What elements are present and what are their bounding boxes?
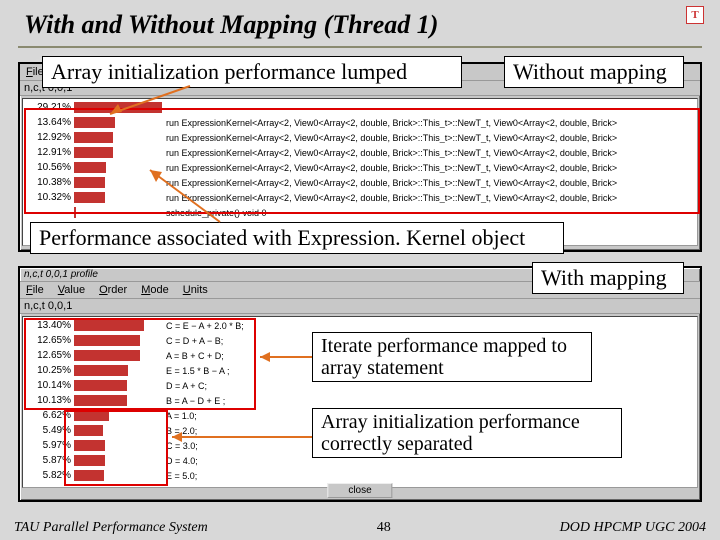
menu-item-mode[interactable]: Mode	[141, 284, 169, 296]
bar-cell	[74, 132, 164, 143]
callout-iterate: Iterate performance mapped to array stat…	[312, 332, 592, 382]
bar-icon	[74, 350, 140, 361]
pct-cell: 10.25%	[24, 365, 74, 376]
bar-icon	[74, 192, 105, 203]
bar-cell	[74, 410, 164, 421]
callout-perf-assoc: Performance associated with Expression. …	[30, 222, 564, 254]
table-row: 10.32% run ExpressionKernel<Array<2, View…	[24, 190, 696, 205]
bar-icon	[74, 335, 140, 346]
pct-cell: 5.49%	[24, 425, 74, 436]
bar-cell	[74, 192, 164, 203]
table-row: schedule_private() void 0	[24, 205, 696, 220]
bar-icon	[74, 440, 105, 451]
bar-cell	[74, 440, 164, 451]
bar-cell	[74, 177, 164, 188]
bar-icon	[74, 117, 115, 128]
bar-icon	[74, 102, 162, 113]
bar-cell	[74, 350, 164, 361]
bar-icon	[74, 132, 113, 143]
row-label: run ExpressionKernel<Array<2, View0<Arra…	[164, 118, 696, 128]
menu-item-file[interactable]: File	[26, 284, 44, 296]
bar-icon	[74, 320, 144, 331]
bar-cell	[74, 470, 164, 481]
menu-item-order[interactable]: Order	[99, 284, 127, 296]
footer-left: TAU Parallel Performance System	[14, 520, 208, 536]
bar-icon	[74, 207, 76, 218]
table-row: 10.13% B = A − D + E ;	[24, 393, 696, 408]
close-button[interactable]: close	[327, 483, 392, 498]
pct-cell: 6.62%	[24, 410, 74, 421]
menu-item-units[interactable]: Units	[183, 284, 208, 296]
table-row: 5.82% E = 5.0;	[24, 468, 696, 483]
bar-icon	[74, 162, 106, 173]
bar-cell	[74, 162, 164, 173]
bar-cell	[74, 395, 164, 406]
pct-cell: 10.38%	[24, 177, 74, 188]
bar-icon	[74, 380, 127, 391]
pct-cell: 13.64%	[24, 117, 74, 128]
table-row: 13.40% C = E − A + 2.0 * B;	[24, 318, 696, 333]
pct-cell: 10.13%	[24, 395, 74, 406]
bar-cell	[74, 147, 164, 158]
row-label: run ExpressionKernel<Array<2, View0<Arra…	[164, 193, 696, 203]
footer-page: 48	[377, 520, 391, 536]
pct-cell: 5.82%	[24, 470, 74, 481]
pct-cell: 5.97%	[24, 440, 74, 451]
pct-cell: 29.21%	[24, 102, 74, 113]
pct-cell: 5.87%	[24, 455, 74, 466]
footer: TAU Parallel Performance System 48 DOD H…	[0, 520, 720, 536]
row-label: D = A + C;	[164, 381, 696, 391]
pct-cell: 10.56%	[24, 162, 74, 173]
callout-with-mapping: With mapping	[532, 262, 684, 294]
menu-item-value[interactable]: Value	[58, 284, 85, 296]
table-row: 13.64% run ExpressionKernel<Array<2, View…	[24, 115, 696, 130]
table-row: 12.92% run ExpressionKernel<Array<2, View…	[24, 130, 696, 145]
slide-title: With and Without Mapping (Thread 1)	[0, 0, 720, 46]
pct-cell: 10.32%	[24, 192, 74, 203]
pct-cell: 12.91%	[24, 147, 74, 158]
row-label: run ExpressionKernel<Array<2, View0<Arra…	[164, 148, 696, 158]
row-label: run ExpressionKernel<Array<2, View0<Arra…	[164, 133, 696, 143]
row-label: run ExpressionKernel<Array<2, View0<Arra…	[164, 178, 696, 188]
table-row: 12.91% run ExpressionKernel<Array<2, View…	[24, 145, 696, 160]
bar-icon	[74, 177, 105, 188]
pct-cell: 12.65%	[24, 350, 74, 361]
bar-icon	[74, 365, 128, 376]
callout-without-mapping: Without mapping	[504, 56, 684, 88]
bar-icon	[74, 395, 127, 406]
table-row: 29.21%	[24, 100, 696, 115]
pct-cell: 12.92%	[24, 132, 74, 143]
pct-cell: 10.14%	[24, 380, 74, 391]
bar-cell	[74, 455, 164, 466]
bar-cell	[74, 365, 164, 376]
bar-cell	[74, 102, 164, 113]
bar-icon	[74, 470, 104, 481]
table-row: 10.38% run ExpressionKernel<Array<2, View…	[24, 175, 696, 190]
pct-cell: 12.65%	[24, 335, 74, 346]
tau-logo-icon: T	[686, 6, 704, 24]
row-label: C = E − A + 2.0 * B;	[164, 321, 696, 331]
row-label: E = 5.0;	[164, 471, 696, 481]
callout-init-sep: Array initialization performance correct…	[312, 408, 622, 458]
title-rule	[18, 46, 702, 48]
bar-icon	[74, 455, 105, 466]
bar-cell	[74, 425, 164, 436]
bar-icon	[74, 147, 113, 158]
bar-icon	[74, 425, 103, 436]
table-row: 10.56% run ExpressionKernel<Array<2, View…	[24, 160, 696, 175]
bar-cell	[74, 320, 164, 331]
bar-icon	[74, 410, 109, 421]
row-label: run ExpressionKernel<Array<2, View0<Arra…	[164, 163, 696, 173]
bar-cell	[74, 335, 164, 346]
bar-cell	[74, 117, 164, 128]
bar-cell	[74, 207, 164, 218]
row-label: schedule_private() void 0	[164, 208, 696, 218]
profiler-panel-bottom: n,c,t 0,0,1 profile FileValueOrderModeUn…	[18, 266, 702, 502]
pct-cell: 13.40%	[24, 320, 74, 331]
footer-right: DOD HPCMP UGC 2004	[560, 520, 706, 536]
bar-cell	[74, 380, 164, 391]
row-label: B = A − D + E ;	[164, 396, 696, 406]
panel-subtitle-bottom: n,c,t 0,0,1	[20, 299, 700, 314]
callout-init-lumped: Array initialization performance lumped	[42, 56, 462, 88]
